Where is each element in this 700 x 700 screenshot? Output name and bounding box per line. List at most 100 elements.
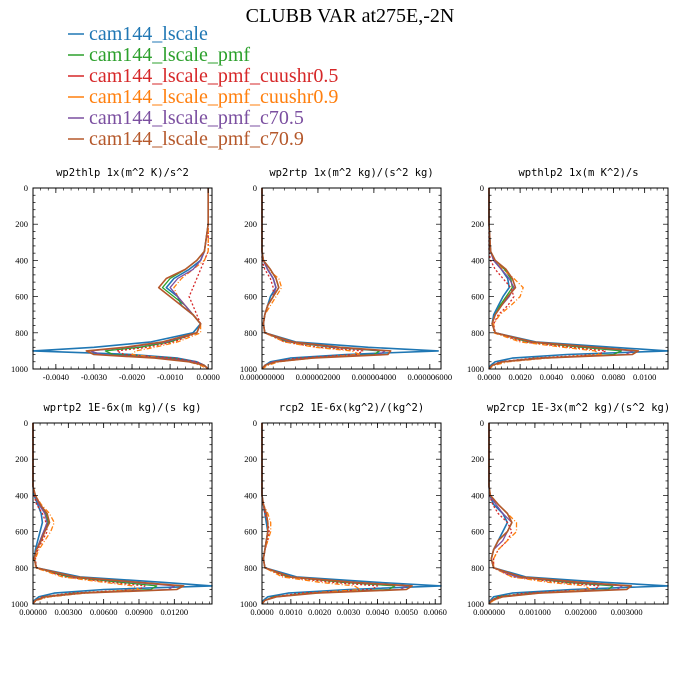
y-tick-label: 800	[15, 563, 28, 573]
x-tick-label: 0.0030	[337, 607, 360, 617]
x-tick-label: 0.0100	[633, 372, 656, 382]
x-tick-label: 0.0040	[366, 607, 389, 617]
y-tick-label: 200	[471, 219, 484, 229]
y-tick-label: 800	[471, 328, 484, 338]
x-tick-label: 0.003000	[611, 607, 643, 617]
x-tick-label: 0.0060	[424, 607, 447, 617]
x-tick-label: 0.00600	[90, 607, 118, 617]
y-tick-label: 1000	[11, 364, 28, 374]
x-tick-label: 0.0000	[477, 372, 500, 382]
x-tick-label: 0.0020	[308, 607, 331, 617]
legend-entry: cam144_lscale_pmf_c70.9	[89, 128, 304, 150]
series-line	[261, 423, 379, 605]
panel-title: wprtp2 1E-6x(m kg)/(s kg)	[43, 402, 201, 414]
series-line	[488, 423, 600, 605]
x-tick-label: 0.000000	[473, 607, 505, 617]
x-tick-label: 0.00000	[19, 607, 47, 617]
plot-frame	[261, 422, 442, 605]
y-tick-label: 400	[471, 490, 484, 500]
legend: cam144_lscalecam144_lscale_pmfcam144_lsc…	[68, 23, 338, 150]
series-line	[32, 423, 158, 605]
y-tick-label: 0	[480, 183, 484, 193]
series-line	[32, 423, 185, 605]
x-tick-label: -0.0010	[157, 372, 183, 382]
y-tick-label: 800	[244, 328, 257, 338]
y-tick-label: 1000	[467, 599, 484, 609]
series-line	[488, 423, 633, 605]
series-line	[261, 423, 396, 605]
chart-panel: rcp2 1E-6x(kg^2)/(kg^2) 0 200 400 600 800 1000…	[240, 402, 447, 617]
y-tick-label: 400	[471, 255, 484, 265]
x-tick-label: 0.0000	[250, 607, 273, 617]
series-line	[261, 188, 392, 370]
series-line	[488, 188, 669, 370]
series-line	[85, 188, 209, 370]
chart-panel: wp2rtp 1x(m^2 kg)/(s^2 kg) 0 200 400 600 800 1…	[240, 167, 452, 382]
y-tick-label: 0	[24, 418, 28, 428]
y-tick-label: 1000	[467, 364, 484, 374]
y-tick-label: 600	[15, 527, 28, 537]
chart-panel: wprtp2 1E-6x(m kg)/(s kg) 0 200 400 600 800 10…	[11, 402, 213, 617]
y-tick-label: 600	[244, 292, 257, 302]
y-tick-label: 0	[253, 183, 257, 193]
series-line	[488, 188, 640, 370]
x-tick-label: 0.0020	[508, 372, 531, 382]
y-tick-label: 400	[244, 490, 257, 500]
series-line	[488, 423, 591, 605]
y-tick-label: 600	[471, 292, 484, 302]
y-tick-label: 1000	[240, 599, 257, 609]
legend-entry: cam144_lscale	[89, 23, 208, 45]
y-tick-label: 400	[15, 490, 28, 500]
x-tick-label: -0.0020	[119, 372, 145, 382]
plot-frame	[488, 422, 669, 605]
y-tick-label: 1000	[240, 364, 257, 374]
chart-panel: wpthlp2 1x(m K^2)/s020040060080010000.00…	[467, 167, 669, 382]
series-line	[32, 423, 213, 605]
y-tick-label: 800	[15, 328, 28, 338]
series-line	[261, 423, 408, 605]
series-line	[261, 188, 386, 370]
y-tick-label: 200	[15, 454, 28, 464]
x-tick-label: 0.0040	[540, 372, 563, 382]
x-tick-label: 0.01200	[161, 607, 189, 617]
series-line	[261, 188, 381, 370]
panel-title: rcp2 1E-6x(kg^2)/(kg^2)	[279, 402, 424, 414]
x-tick-label: -0.0040	[43, 372, 69, 382]
x-tick-label: 0.0010	[279, 607, 302, 617]
x-tick-label: 0.0050	[395, 607, 418, 617]
x-tick-label: 0.00300	[55, 607, 83, 617]
y-tick-label: 200	[244, 219, 257, 229]
series-line	[261, 188, 364, 370]
legend-entry: cam144_lscale_pmf_cuushr0.5	[89, 65, 338, 87]
series-line	[261, 423, 361, 605]
x-tick-label: 0.0080	[602, 372, 625, 382]
x-tick-label: -0.0030	[81, 372, 107, 382]
y-tick-label: 800	[471, 563, 484, 573]
series-line	[104, 188, 209, 370]
series-line	[488, 188, 607, 370]
legend-entry: cam144_lscale_pmf_cuushr0.9	[89, 86, 338, 108]
y-tick-label: 1000	[11, 599, 28, 609]
legend-entry: cam144_lscale_pmf_c70.5	[89, 107, 304, 129]
plot-frame	[32, 422, 213, 605]
y-tick-label: 600	[15, 292, 28, 302]
series-line	[32, 423, 175, 605]
series-line	[116, 188, 209, 370]
x-tick-label: 0.000000000	[240, 372, 285, 382]
x-tick-label: 0.00900	[125, 607, 153, 617]
chart-panel: wp2thlp 1x(m^2 K)/s^2 0 200 400 600 800 1000 -0…	[11, 167, 220, 382]
x-tick-label: 0.000002000	[296, 372, 341, 382]
y-tick-label: 400	[15, 255, 28, 265]
x-tick-label: 0.000006000	[408, 372, 453, 382]
y-tick-label: 200	[471, 454, 484, 464]
x-tick-label: 0.000004000	[352, 372, 397, 382]
y-tick-label: 200	[244, 454, 257, 464]
x-tick-label: 0.0060	[571, 372, 594, 382]
figure-title: CLUBB VAR at275E,-2N	[246, 5, 455, 27]
plot-frame	[32, 187, 213, 370]
x-tick-label: 0.002000	[565, 607, 597, 617]
series-line	[488, 423, 623, 605]
panel-title: wp2rcp 1E-3x(m^2 kg)/(s^2 kg)	[487, 402, 670, 414]
y-tick-label: 0	[24, 183, 28, 193]
